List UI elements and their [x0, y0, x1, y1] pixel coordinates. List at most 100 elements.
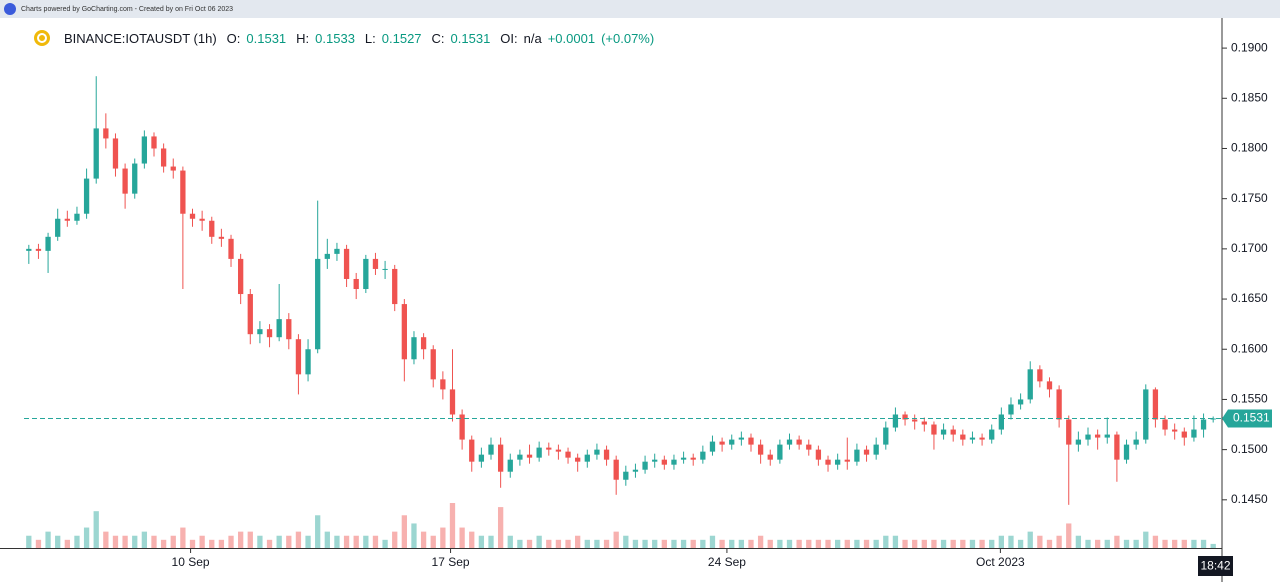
top-bar — [0, 0, 1280, 18]
oi-label: OI: — [500, 30, 518, 46]
volume-bar — [315, 515, 321, 548]
candle-body — [680, 457, 687, 460]
volume-bar — [835, 539, 841, 548]
volume-bar — [324, 531, 330, 548]
volume-bar — [363, 535, 369, 548]
volume-bar — [1066, 523, 1072, 548]
candle-body — [1075, 439, 1082, 445]
candle-layer — [26, 76, 1216, 505]
candle-body — [324, 253, 330, 259]
candle-body — [844, 459, 850, 462]
candle-body — [786, 439, 793, 445]
candle-body — [266, 329, 273, 338]
y-tick-label: 0.1700 — [1231, 241, 1268, 255]
volume-bar — [989, 539, 995, 548]
y-tick-label: 0.1750 — [1231, 191, 1268, 205]
volume-bar — [1008, 535, 1014, 548]
candle-body — [295, 339, 302, 375]
candle-body — [1133, 439, 1139, 445]
volume-bar — [1210, 543, 1216, 548]
y-tick-label: 0.1450 — [1231, 492, 1268, 506]
y-tick-label: 0.1500 — [1231, 442, 1268, 456]
volume-bar — [247, 531, 253, 548]
brand-logo — [4, 3, 16, 15]
volume-bar — [497, 507, 504, 548]
volume-bar — [767, 539, 773, 548]
volume-bar — [488, 535, 494, 548]
candle-body — [1008, 404, 1014, 415]
volume-bar — [594, 539, 600, 548]
change-percent: (+0.07%) — [601, 30, 655, 46]
candle-body — [103, 128, 109, 139]
ohlc-label: L: — [364, 30, 376, 46]
y-tick-label: 0.1850 — [1231, 90, 1268, 104]
volume-bar — [892, 535, 899, 548]
volume-bar — [806, 539, 812, 548]
volume-bar — [709, 535, 716, 548]
volume-bar — [1181, 539, 1187, 548]
volume-bar — [719, 539, 725, 548]
change: +0.0001 — [547, 30, 596, 46]
candle-body — [420, 337, 427, 350]
volume-bar — [931, 539, 937, 548]
candle-body — [767, 454, 773, 460]
candle-body — [950, 429, 956, 435]
volume-bar — [1200, 539, 1207, 548]
candle-body — [709, 441, 716, 452]
candle-body — [488, 444, 494, 455]
candle-body — [1037, 369, 1043, 382]
candle-body — [757, 444, 764, 455]
candle-body — [440, 379, 446, 390]
candle-body — [738, 437, 745, 440]
candle-body — [555, 449, 562, 452]
volume-bar — [1075, 535, 1082, 548]
volume-bar — [1172, 539, 1178, 548]
volume-bar — [93, 511, 99, 548]
time-label: 18:42 — [1200, 559, 1230, 573]
volume-bar — [103, 531, 109, 548]
volume-bar — [228, 535, 234, 548]
volume-bar — [1085, 539, 1091, 548]
volume-bar — [902, 539, 908, 548]
volume-bar — [738, 539, 745, 548]
volume-bar — [950, 539, 956, 548]
volume-bar — [603, 539, 610, 548]
candle-body — [873, 444, 879, 455]
candle-body — [1056, 389, 1062, 420]
volume-bar — [921, 539, 927, 548]
candle-body — [343, 248, 350, 279]
x-tick-label: 10 Sep — [172, 555, 210, 569]
candle-body — [1027, 369, 1033, 400]
candle-body — [55, 218, 61, 237]
last-price-label: 0.1531 — [1233, 411, 1270, 425]
volume-bar — [1046, 539, 1053, 548]
candle-body — [1066, 419, 1072, 445]
candle-body — [1017, 399, 1024, 405]
volume-bar — [218, 539, 225, 548]
candle-body — [526, 454, 533, 458]
candle-body — [257, 329, 263, 335]
candle-body — [1162, 419, 1168, 430]
volume-bar — [1027, 531, 1033, 548]
candle-body — [998, 414, 1004, 430]
volume-bar — [1104, 539, 1110, 548]
candle-body — [74, 213, 80, 221]
volume-bar — [786, 539, 793, 548]
ohlc-label: O: — [226, 30, 241, 46]
volume-bar — [420, 531, 427, 548]
volume-bar — [1152, 535, 1159, 548]
y-tick-label: 0.1800 — [1231, 141, 1268, 155]
volume-bar — [575, 535, 581, 548]
candle-body — [825, 459, 831, 465]
volume-bar — [266, 539, 273, 548]
volume-bar — [305, 535, 311, 548]
candle-body — [353, 278, 359, 290]
candle-body — [1104, 434, 1110, 438]
candle-body — [430, 349, 436, 380]
candle-body — [26, 248, 32, 251]
candle-body — [112, 138, 119, 169]
candle-body — [960, 434, 966, 440]
candle-body — [700, 451, 706, 460]
volume-bar — [411, 523, 417, 548]
volume-bar — [238, 531, 244, 548]
